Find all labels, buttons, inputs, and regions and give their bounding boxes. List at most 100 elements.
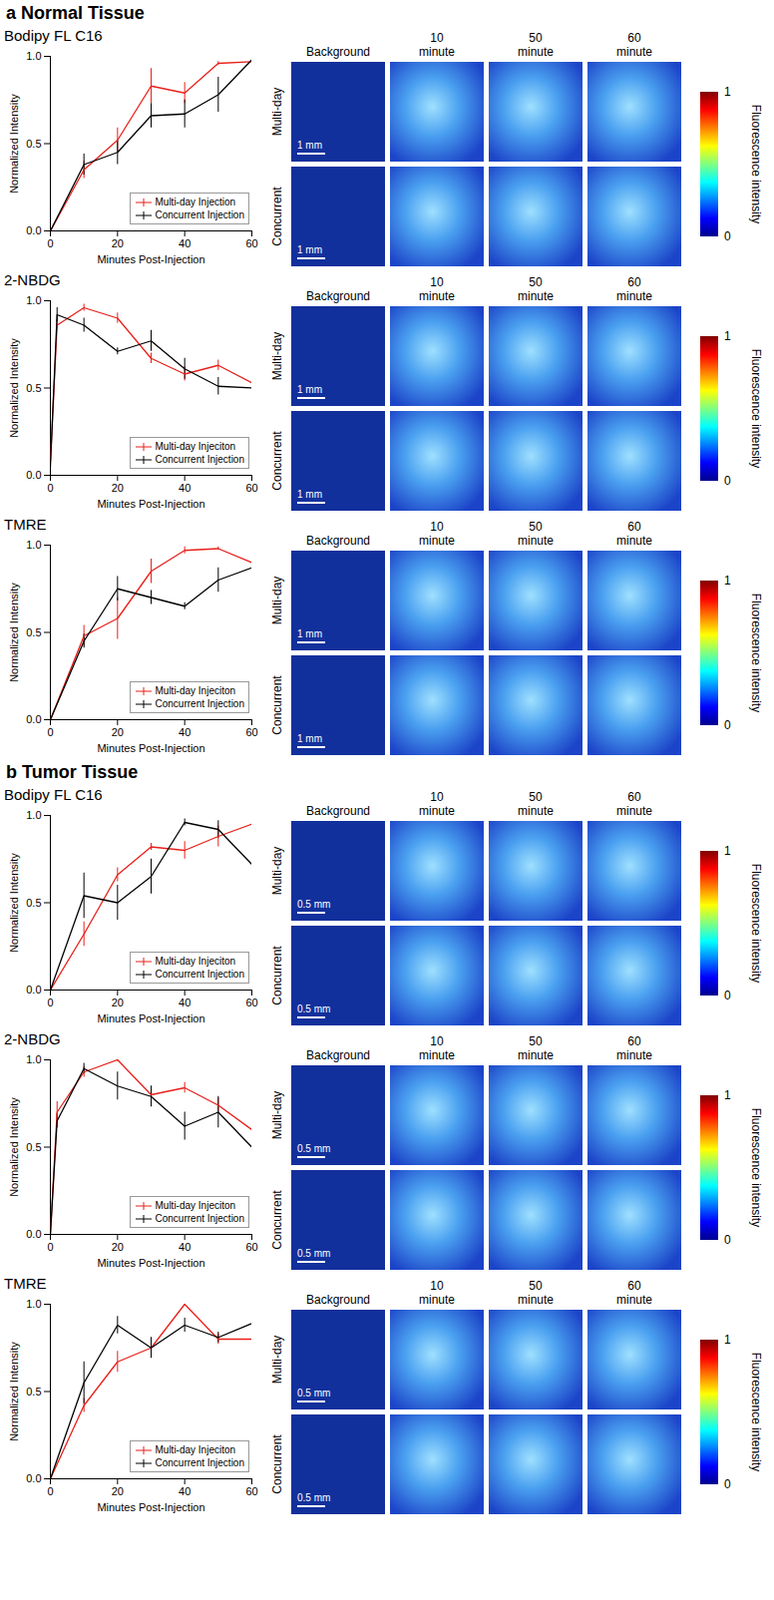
svg-text:Background: Background — [306, 1292, 371, 1307]
svg-text:0: 0 — [724, 229, 732, 244]
svg-text:Fluorescence intensity: Fluorescence intensity — [749, 593, 764, 713]
svg-text:60: 60 — [245, 726, 258, 739]
svg-text:40: 40 — [178, 1240, 191, 1253]
svg-text:10minute: 10minute — [418, 1278, 455, 1307]
svg-text:50minute: 50minute — [517, 1278, 554, 1307]
svg-text:40: 40 — [178, 481, 191, 494]
svg-text:Multi-day: Multi-day — [270, 576, 285, 626]
svg-text:60minute: 60minute — [616, 789, 653, 818]
svg-text:0: 0 — [46, 481, 53, 494]
svg-text:1: 1 — [724, 1332, 732, 1347]
svg-text:Background: Background — [306, 44, 371, 59]
svg-text:10minute: 10minute — [418, 519, 455, 548]
svg-text:1 mm: 1 mm — [297, 139, 323, 151]
svg-text:Normalized Intensity: Normalized Intensity — [7, 1341, 20, 1442]
svg-text:1 mm: 1 mm — [297, 384, 323, 395]
svg-text:1: 1 — [724, 1088, 732, 1103]
svg-text:Background: Background — [306, 533, 371, 548]
svg-text:Concurrent: Concurrent — [270, 430, 285, 491]
svg-text:0.0: 0.0 — [25, 713, 41, 726]
svg-text:50minute: 50minute — [517, 789, 554, 818]
svg-text:60minute: 60minute — [616, 519, 653, 548]
svg-text:Fluorescence intensity: Fluorescence intensity — [749, 1108, 764, 1227]
svg-text:20: 20 — [111, 1240, 124, 1253]
svg-text:Concurrent: Concurrent — [270, 675, 285, 736]
svg-text:40: 40 — [178, 1485, 191, 1498]
svg-text:1.0: 1.0 — [25, 1297, 41, 1310]
svg-text:40: 40 — [178, 237, 191, 250]
svg-text:0.5: 0.5 — [25, 1141, 41, 1154]
svg-text:0: 0 — [724, 1477, 732, 1492]
svg-text:0.5 mm: 0.5 mm — [297, 1387, 331, 1399]
svg-text:50minute: 50minute — [517, 275, 554, 304]
svg-text:0.0: 0.0 — [25, 983, 41, 996]
svg-text:Minutes Post-Injection: Minutes Post-Injection — [96, 497, 205, 510]
svg-text:Minutes Post-Injection: Minutes Post-Injection — [96, 253, 205, 266]
svg-text:Background: Background — [306, 803, 371, 818]
svg-text:0.5 mm: 0.5 mm — [297, 1247, 331, 1259]
svg-text:0: 0 — [46, 1485, 53, 1498]
svg-text:Minutes Post-Injection: Minutes Post-Injection — [96, 1501, 205, 1514]
svg-text:60minute: 60minute — [616, 1034, 653, 1063]
svg-text:1.0: 1.0 — [25, 294, 41, 307]
svg-text:1: 1 — [724, 329, 732, 344]
svg-text:Multi-day: Multi-day — [270, 1091, 285, 1141]
svg-text:60minute: 60minute — [616, 275, 653, 304]
svg-text:1: 1 — [724, 843, 732, 858]
svg-text:Concurrent: Concurrent — [270, 1189, 285, 1250]
svg-text:50minute: 50minute — [517, 30, 554, 59]
svg-text:Minutes Post-Injection: Minutes Post-Injection — [96, 742, 205, 755]
svg-text:0.0: 0.0 — [25, 224, 41, 237]
svg-text:20: 20 — [111, 237, 124, 250]
svg-text:Multi-day: Multi-day — [270, 1335, 285, 1385]
svg-text:20: 20 — [111, 481, 124, 494]
svg-text:0: 0 — [724, 718, 732, 733]
svg-text:0.5: 0.5 — [25, 382, 41, 394]
svg-text:1 mm: 1 mm — [297, 244, 323, 256]
svg-text:Normalized Intensity: Normalized Intensity — [7, 1097, 20, 1197]
svg-text:0.0: 0.0 — [25, 468, 41, 481]
svg-text:1.0: 1.0 — [25, 49, 41, 62]
svg-text:0.5 mm: 0.5 mm — [297, 898, 331, 910]
svg-text:40: 40 — [178, 726, 191, 739]
svg-text:Background: Background — [306, 1048, 371, 1063]
svg-text:Minutes Post-Injection: Minutes Post-Injection — [96, 1012, 205, 1025]
svg-text:1: 1 — [724, 573, 732, 588]
svg-text:60: 60 — [245, 237, 258, 250]
svg-text:50minute: 50minute — [517, 519, 554, 548]
svg-text:Normalized Intensity: Normalized Intensity — [7, 93, 20, 194]
svg-text:1: 1 — [724, 84, 732, 99]
svg-text:Concurrent: Concurrent — [270, 945, 285, 1006]
svg-text:Concurrent: Concurrent — [270, 186, 285, 247]
svg-text:Normalized Intensity: Normalized Intensity — [7, 852, 20, 953]
svg-text:0: 0 — [46, 996, 53, 1009]
svg-text:40: 40 — [178, 996, 191, 1009]
svg-text:1.0: 1.0 — [25, 808, 41, 821]
svg-text:1 mm: 1 mm — [297, 733, 323, 745]
svg-text:Minutes Post-Injection: Minutes Post-Injection — [96, 1256, 205, 1269]
svg-text:0.0: 0.0 — [25, 1472, 41, 1485]
svg-text:Multi-day: Multi-day — [270, 846, 285, 896]
svg-text:50minute: 50minute — [517, 1034, 554, 1063]
svg-text:1 mm: 1 mm — [297, 488, 323, 500]
svg-text:60: 60 — [245, 996, 258, 1009]
svg-text:0.5: 0.5 — [25, 896, 41, 909]
svg-text:0: 0 — [724, 473, 732, 488]
svg-text:10minute: 10minute — [418, 30, 455, 59]
svg-text:10minute: 10minute — [418, 275, 455, 304]
svg-text:Normalized Intensity: Normalized Intensity — [7, 338, 20, 438]
svg-text:0.5: 0.5 — [25, 137, 41, 150]
svg-text:Normalized Intensity: Normalized Intensity — [7, 582, 20, 683]
svg-text:0.5 mm: 0.5 mm — [297, 1492, 331, 1504]
svg-text:1 mm: 1 mm — [297, 628, 323, 640]
svg-text:10minute: 10minute — [418, 789, 455, 818]
svg-text:0: 0 — [46, 237, 53, 250]
svg-text:60minute: 60minute — [616, 1278, 653, 1307]
svg-text:0: 0 — [724, 1232, 732, 1247]
svg-text:60: 60 — [245, 481, 258, 494]
svg-text:0: 0 — [46, 1240, 53, 1253]
svg-text:Background: Background — [306, 289, 371, 304]
svg-text:60minute: 60minute — [616, 30, 653, 59]
svg-text:0: 0 — [724, 988, 732, 1003]
svg-text:1.0: 1.0 — [25, 1053, 41, 1066]
